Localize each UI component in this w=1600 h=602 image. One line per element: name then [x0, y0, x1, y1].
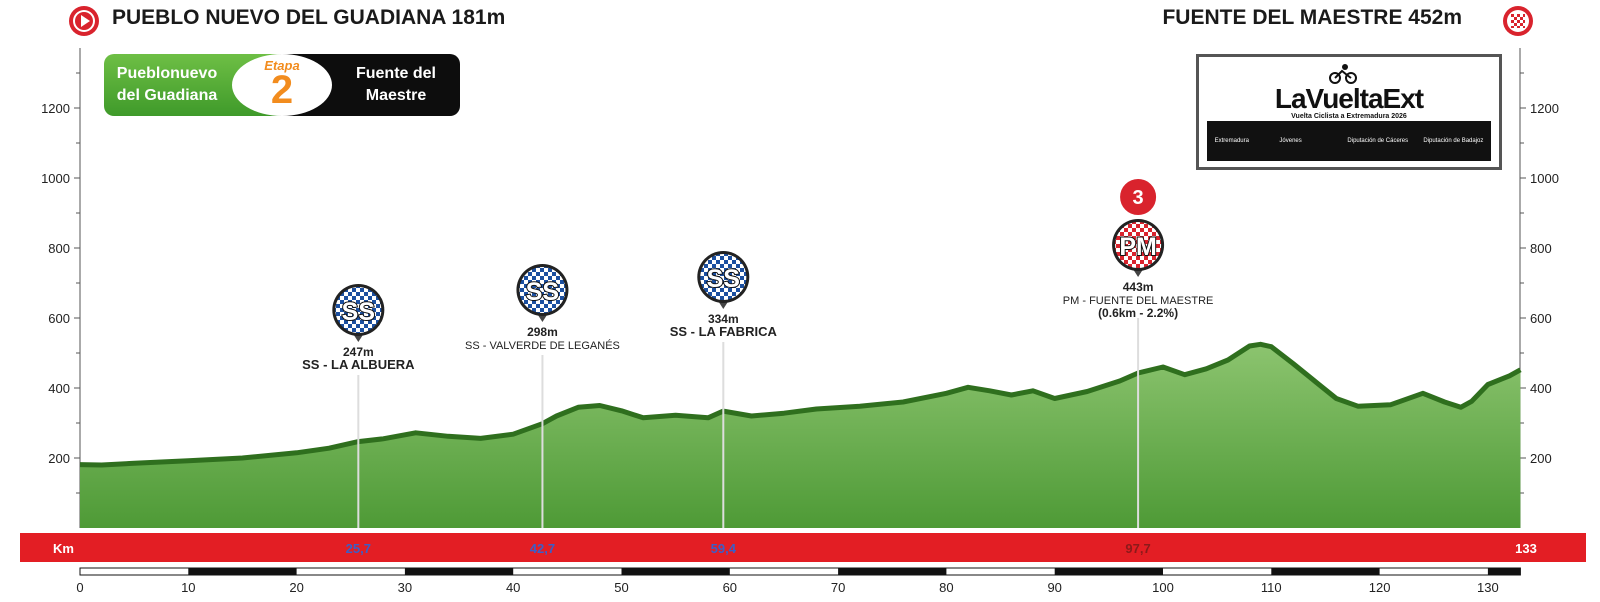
race-logo-box: LaVueltaExt Vuelta Ciclista a Extremadur… — [1196, 54, 1502, 170]
sponsor-diputacion-caceres: Diputación de Cáceres — [1347, 138, 1409, 144]
start-title: PUEBLO NUEVO DEL GUADIANA 181m — [112, 6, 506, 29]
marker-name: SS - LA ALBUERA — [302, 357, 415, 372]
stage-start-name: Pueblonuevo del Guadiana — [104, 63, 230, 107]
x-tick-label: 90 — [1047, 580, 1061, 595]
y-tick-label-left: 400 — [48, 381, 70, 396]
km-point-label: 59,4 — [711, 541, 737, 556]
marker-type-label: SS — [342, 298, 375, 326]
y-tick-label-right: 1200 — [1530, 101, 1559, 116]
marker-type-label: PM — [1119, 233, 1157, 261]
km-end-label: 133 — [1515, 541, 1537, 556]
distance-scale-segment — [1271, 568, 1380, 575]
checkered-red-icon — [1115, 222, 1162, 268]
marker-name: SS - LA FABRICA — [670, 324, 778, 339]
x-tick-label: 70 — [831, 580, 845, 595]
marker-type-label: SS — [707, 265, 740, 293]
x-tick-label: 40 — [506, 580, 520, 595]
stage-etapa-label: Etapa — [264, 58, 300, 73]
y-tick-label-left: 1000 — [41, 171, 70, 186]
sponsor-extremadura: Extremadura — [1214, 138, 1249, 144]
marker-type-label: SS — [526, 278, 559, 306]
climb-category-number: 3 — [1133, 187, 1144, 209]
marker-name: SS - VALVERDE DE LEGANÉS — [465, 339, 620, 352]
y-tick-label-left: 200 — [48, 451, 70, 466]
race-brand: LaVueltaExt — [1274, 83, 1424, 114]
marker-elevation: 443m — [1123, 280, 1154, 294]
checkered-blue-icon — [519, 267, 566, 313]
y-tick-label-left: 800 — [48, 241, 70, 256]
marker-name: PM - FUENTE DEL MAESTRE — [1063, 295, 1214, 307]
elevation-profile-edge — [79, 341, 1522, 468]
y-tick-label-right: 400 — [1530, 381, 1552, 396]
x-tick-label: 50 — [614, 580, 628, 595]
distance-scale-segment — [404, 568, 514, 575]
x-tick-label: 100 — [1152, 580, 1174, 595]
x-tick-label: 80 — [939, 580, 953, 595]
x-tick-label: 10 — [181, 580, 195, 595]
y-tick-label-left: 600 — [48, 311, 70, 326]
play-circle-icon — [69, 6, 99, 36]
cyclist-logo-icon — [1329, 64, 1357, 84]
y-tick-label-left: 1200 — [41, 101, 70, 116]
km-point-label: 97,7 — [1125, 541, 1150, 556]
x-tick-label: 30 — [398, 580, 412, 595]
y-tick-label-right: 600 — [1530, 311, 1552, 326]
marker-elevation: 298m — [527, 325, 558, 339]
race-subtitle: Vuelta Ciclista a Extremadura 2026 — [1291, 113, 1407, 120]
y-tick-label-right: 1000 — [1530, 171, 1559, 186]
sponsor-diputacion-badajoz: Diputación de Badajoz — [1423, 138, 1484, 144]
distance-scale-segment — [1487, 568, 1521, 575]
km-point-label: 25,7 — [346, 541, 371, 556]
distance-scale: 0 10 20 30 40 50 60 70 80 90 100 110 120 130 — [76, 567, 1521, 595]
sponsor-jovenes: Jóvenes — [1279, 138, 1302, 144]
km-point-labels: 25,7 42,7 59,4 97,7 — [346, 541, 1151, 556]
km-point-label: 42,7 — [530, 541, 555, 556]
marker-elevation: 334m — [708, 312, 739, 326]
finish-title: FUENTE DEL MAESTRE 452m — [1162, 6, 1462, 29]
climb-category-badge — [1118, 177, 1159, 217]
checkered-blue-icon — [335, 287, 382, 333]
marker-elevation: 247m — [343, 345, 374, 359]
x-tick-label: 0 — [76, 580, 83, 595]
km-bar-label: Km — [53, 541, 74, 556]
distance-scale-segment — [188, 568, 297, 575]
stage-start-line2: del Guadiana — [116, 87, 218, 104]
x-tick-label: 130 — [1477, 580, 1499, 595]
stage-finish-name: Fuente del Maestre — [332, 63, 460, 107]
stage-badge-number-oval — [232, 54, 332, 116]
marker-extra: (0.6km - 2.2%) — [1098, 306, 1178, 320]
stage-badge: Pueblonuevo del Guadiana Etapa 2 Fuente … — [104, 54, 460, 116]
x-tick-label: 110 — [1261, 580, 1282, 595]
sponsor-strip: Extremadura Jóvenes Diputación de Cácere… — [1207, 121, 1491, 161]
stage-finish-line1: Fuente del — [355, 65, 436, 82]
y-tick-label-right: 200 — [1530, 451, 1552, 466]
stage-number: 2 — [270, 68, 294, 112]
km-bar — [20, 533, 1586, 562]
distance-scale-segment — [621, 568, 730, 575]
distance-scale-segment — [838, 568, 947, 575]
checkered-blue-icon — [700, 254, 747, 300]
y-axis-ticks: 200 200 400 400 600 600 800 800 1000 1000 1200 1200 — [41, 72, 1559, 494]
distance-scale-segment — [1054, 568, 1163, 575]
checkered-flag-icon — [1503, 6, 1533, 36]
x-tick-label: 20 — [289, 580, 303, 595]
x-tick-label: 120 — [1369, 580, 1391, 595]
x-tick-label: 60 — [723, 580, 737, 595]
elevation-profile-area — [80, 344, 1521, 528]
y-tick-label-right: 800 — [1530, 241, 1552, 256]
stage-finish-line2: Maestre — [365, 87, 427, 104]
stage-start-line1: Pueblonuevo — [116, 65, 218, 82]
